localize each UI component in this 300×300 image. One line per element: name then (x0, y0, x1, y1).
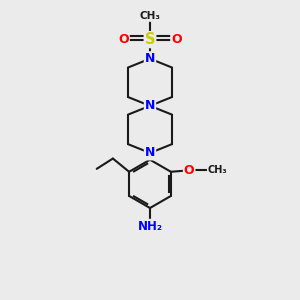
Text: NH₂: NH₂ (137, 220, 163, 233)
Text: O: O (118, 33, 129, 46)
Text: N: N (145, 52, 155, 65)
Text: O: O (184, 164, 194, 177)
Text: CH₃: CH₃ (207, 165, 227, 175)
Text: N: N (145, 146, 155, 159)
Text: O: O (171, 33, 182, 46)
Text: N: N (145, 99, 155, 112)
Text: S: S (145, 32, 155, 47)
Text: CH₃: CH₃ (140, 11, 160, 21)
